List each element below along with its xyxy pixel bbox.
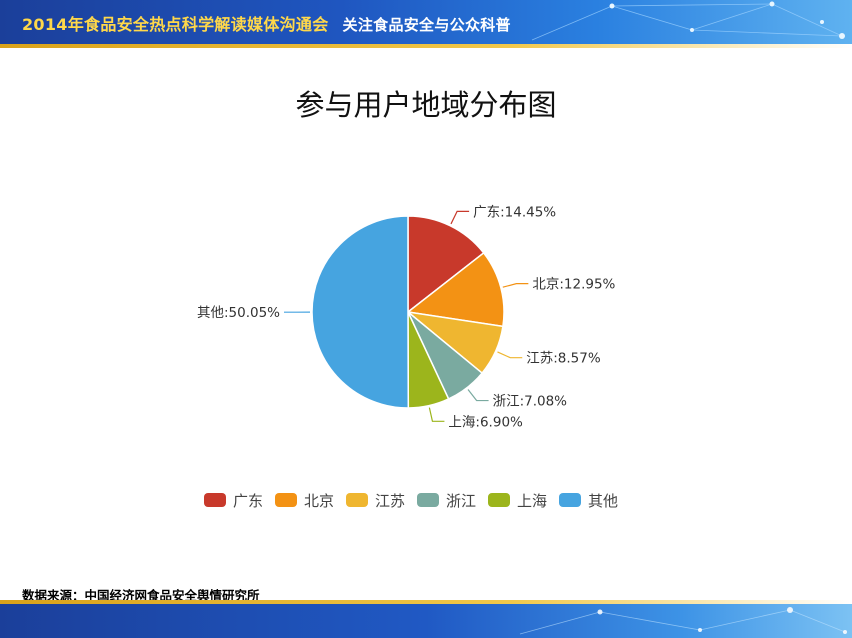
header-banner: 2014年食品安全热点科学解读媒体沟通会 关注食品安全与公众科普: [0, 0, 852, 44]
footer-network-decoration: [519, 607, 847, 635]
banner-title: 2014年食品安全热点科学解读媒体沟通会 关注食品安全与公众科普: [22, 11, 511, 35]
footer-accent-line: [0, 600, 852, 604]
legend-label-2[interactable]: 北京: [304, 492, 334, 510]
leader-line-5: [428, 407, 445, 422]
data-label-1: 广东:14.45%: [473, 204, 556, 220]
data-label-6: 其他:50.05%: [197, 305, 280, 321]
leader-line-4: [467, 389, 489, 402]
pie-slice-2: [406, 251, 505, 328]
legend-swatch-3[interactable]: [346, 493, 368, 507]
legend-swatch-4[interactable]: [417, 493, 439, 507]
legend-label-5[interactable]: 上海: [517, 492, 547, 510]
legend-label-6[interactable]: 其他: [588, 492, 618, 510]
data-label-5: 上海:6.90%: [448, 414, 523, 430]
leader-line-1: [450, 210, 470, 225]
leader-line-2: [502, 283, 529, 288]
data-label-4: 浙江:7.08%: [493, 394, 568, 410]
legend-label-3[interactable]: 江苏: [375, 492, 405, 510]
data-label-2: 北京:12.95%: [532, 277, 615, 293]
pie-slice-1: [407, 215, 485, 314]
footer-banner: [0, 604, 852, 638]
legend-swatch-6[interactable]: [559, 493, 581, 507]
pie-chart: 广东:14.45% 北京:12.95% 江苏:8.57% 浙江:7.08% 上海:6.9…: [197, 204, 618, 510]
data-source-note: 数据来源：中国经济网食品安全舆情研究所: [22, 588, 260, 603]
banner-network-decoration: [531, 1, 845, 41]
legend-swatch-5[interactable]: [488, 493, 510, 507]
legend-label-4[interactable]: 浙江: [446, 492, 476, 510]
pie-slice-6: [311, 215, 410, 409]
legend-swatch-2[interactable]: [275, 493, 297, 507]
data-label-3: 江苏:8.57%: [526, 351, 601, 367]
legend-label-1[interactable]: 广东: [233, 492, 263, 510]
banner-main-title: 2014年食品安全热点科学解读媒体沟通会: [22, 15, 329, 34]
leader-line-3: [497, 351, 523, 359]
chart-title: 参与用户地域分布图: [295, 88, 557, 122]
banner-subtitle: 关注食品安全与公众科普: [342, 16, 511, 34]
legend-swatch-1[interactable]: [204, 493, 226, 507]
banner-accent-line: [0, 44, 852, 48]
